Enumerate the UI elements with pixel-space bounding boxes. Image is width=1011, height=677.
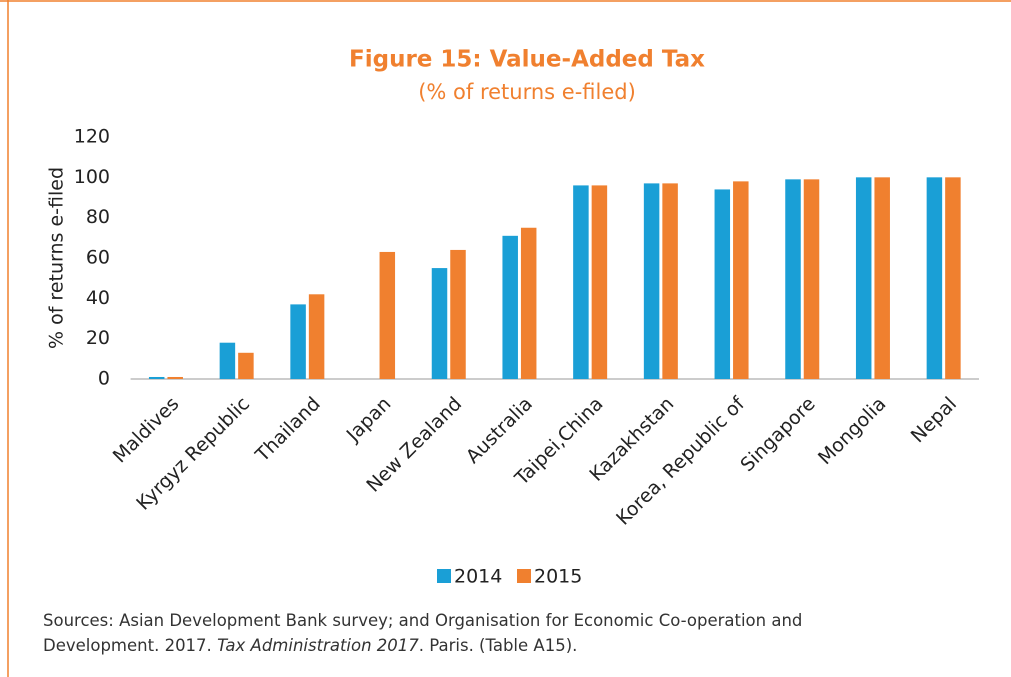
- bar: [785, 179, 801, 379]
- source-text: Tax Administration 2017: [217, 636, 419, 655]
- x-tick-label: Korea, Republic of: [612, 392, 750, 530]
- y-axis-label: % of returns e-filed: [46, 167, 68, 349]
- y-tick-label: 20: [86, 327, 110, 349]
- x-tick-label: Australia: [462, 393, 537, 468]
- bar: [290, 304, 306, 379]
- x-tick-label: Mongolia: [814, 393, 890, 469]
- bar: [219, 342, 236, 379]
- bar: [945, 177, 961, 379]
- bar: [714, 189, 731, 379]
- y-tick-label: 40: [86, 287, 110, 309]
- bar: [238, 352, 254, 379]
- bar: [733, 181, 749, 379]
- bar: [379, 251, 396, 379]
- bar: [148, 376, 165, 379]
- x-tick-label: Nepal: [907, 393, 961, 447]
- legend-label: 2014: [454, 566, 502, 588]
- bar: [431, 268, 448, 379]
- y-tick-label: 80: [86, 206, 110, 228]
- bar: [803, 179, 820, 379]
- bar: [450, 249, 466, 379]
- y-tick-label: 120: [74, 126, 110, 148]
- source-text: Sources: Asian Development Bank survey; …: [43, 611, 803, 655]
- bar: [874, 177, 890, 379]
- x-tick-label: Thailand: [251, 393, 325, 467]
- x-tick-label: Japan: [342, 393, 396, 447]
- y-tick-label: 60: [86, 247, 110, 269]
- source-text: . Paris. (Table A15).: [418, 636, 578, 655]
- x-tick-label: Maldives: [109, 393, 184, 468]
- bar: [643, 183, 660, 379]
- bar: [308, 294, 325, 379]
- chart-subtitle: (% of returns e-filed): [418, 80, 636, 104]
- y-tick-label: 100: [74, 166, 110, 188]
- y-tick-label: 0: [98, 368, 110, 390]
- legend-label: 2015: [534, 566, 582, 588]
- legend-swatch: [437, 569, 451, 583]
- bar: [167, 376, 183, 379]
- bar: [573, 185, 589, 379]
- bar: [502, 235, 518, 379]
- bar: [926, 177, 943, 379]
- x-tick-label: Singapore: [736, 393, 819, 476]
- bar: [520, 227, 537, 379]
- bar: [855, 177, 872, 379]
- chart-title: Figure 15: Value-Added Tax: [349, 47, 705, 73]
- bar: [591, 185, 608, 379]
- legend-swatch: [517, 569, 531, 583]
- source-note: Sources: Asian Development Bank survey; …: [43, 608, 903, 658]
- bar: [662, 183, 678, 379]
